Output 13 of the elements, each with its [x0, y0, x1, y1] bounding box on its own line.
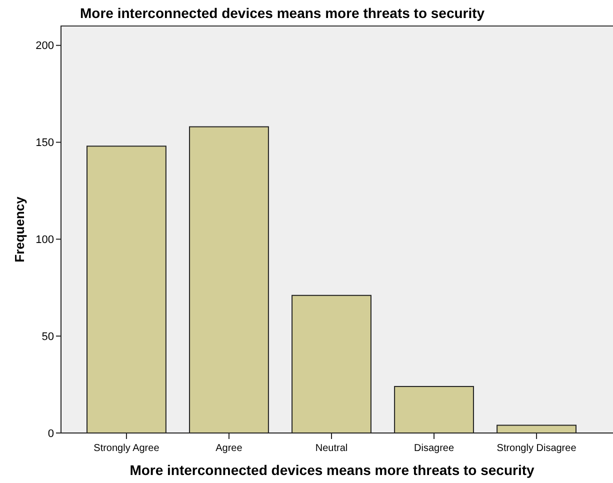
x-tick-label: Neutral [315, 443, 348, 454]
x-axis-title: More interconnected devices means more threats to security [130, 462, 534, 478]
y-tick-label: 200 [36, 40, 54, 52]
y-tick-label: 0 [48, 428, 54, 440]
y-tick-label: 150 [36, 137, 54, 150]
x-tick-label: Strongly Agree [94, 443, 160, 454]
y-tick-label: 50 [42, 330, 54, 343]
y-tick-label: 100 [36, 234, 54, 246]
x-tick-label: Strongly Disagree [496, 443, 577, 454]
x-tick-label: Agree [216, 443, 243, 454]
y-axis-title: Frequency [12, 196, 27, 262]
x-tick-label: Disagree [414, 443, 454, 454]
chart-title: More interconnected devices means more threats to security [80, 5, 485, 21]
